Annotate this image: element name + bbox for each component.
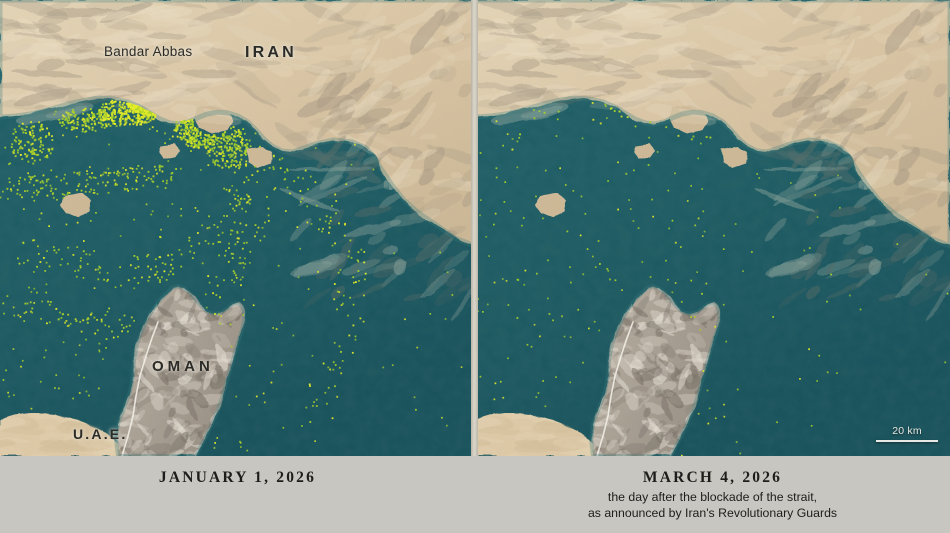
map-panel-after[interactable]: 20 km <box>475 0 950 456</box>
vessel-dots-after <box>475 102 949 456</box>
map-panel-before[interactable]: Bandar Abbas IRAN OMAN U.A.E. <box>0 0 475 456</box>
caption-after: MARCH 4, 2026 the day after the blockade… <box>475 456 950 533</box>
caption-date-after: MARCH 4, 2026 <box>642 469 783 486</box>
caption-sub-after-line2: as announced by Iran's Revolutionary Gua… <box>587 505 838 520</box>
terrain-layer-after <box>475 0 950 456</box>
caption-sub-after-line1: the day after the blockade of the strait… <box>607 490 818 504</box>
scale-bar-line <box>876 440 938 442</box>
vessel-dots-before <box>0 99 474 452</box>
caption-bar: JANUARY 1, 2026 MARCH 4, 2026 the day af… <box>0 456 950 533</box>
scale-bar: 20 km <box>876 425 938 442</box>
scale-bar-label: 20 km <box>892 425 922 437</box>
caption-date-before: JANUARY 1, 2026 <box>158 469 317 486</box>
map-comparison: Bandar Abbas IRAN OMAN U.A.E. 20 km <box>0 0 950 456</box>
caption-before: JANUARY 1, 2026 <box>0 456 475 533</box>
panel-divider <box>471 0 478 456</box>
caption-sub-after: the day after the blockade of the strait… <box>475 490 950 521</box>
terrain-layer-before <box>0 0 475 456</box>
